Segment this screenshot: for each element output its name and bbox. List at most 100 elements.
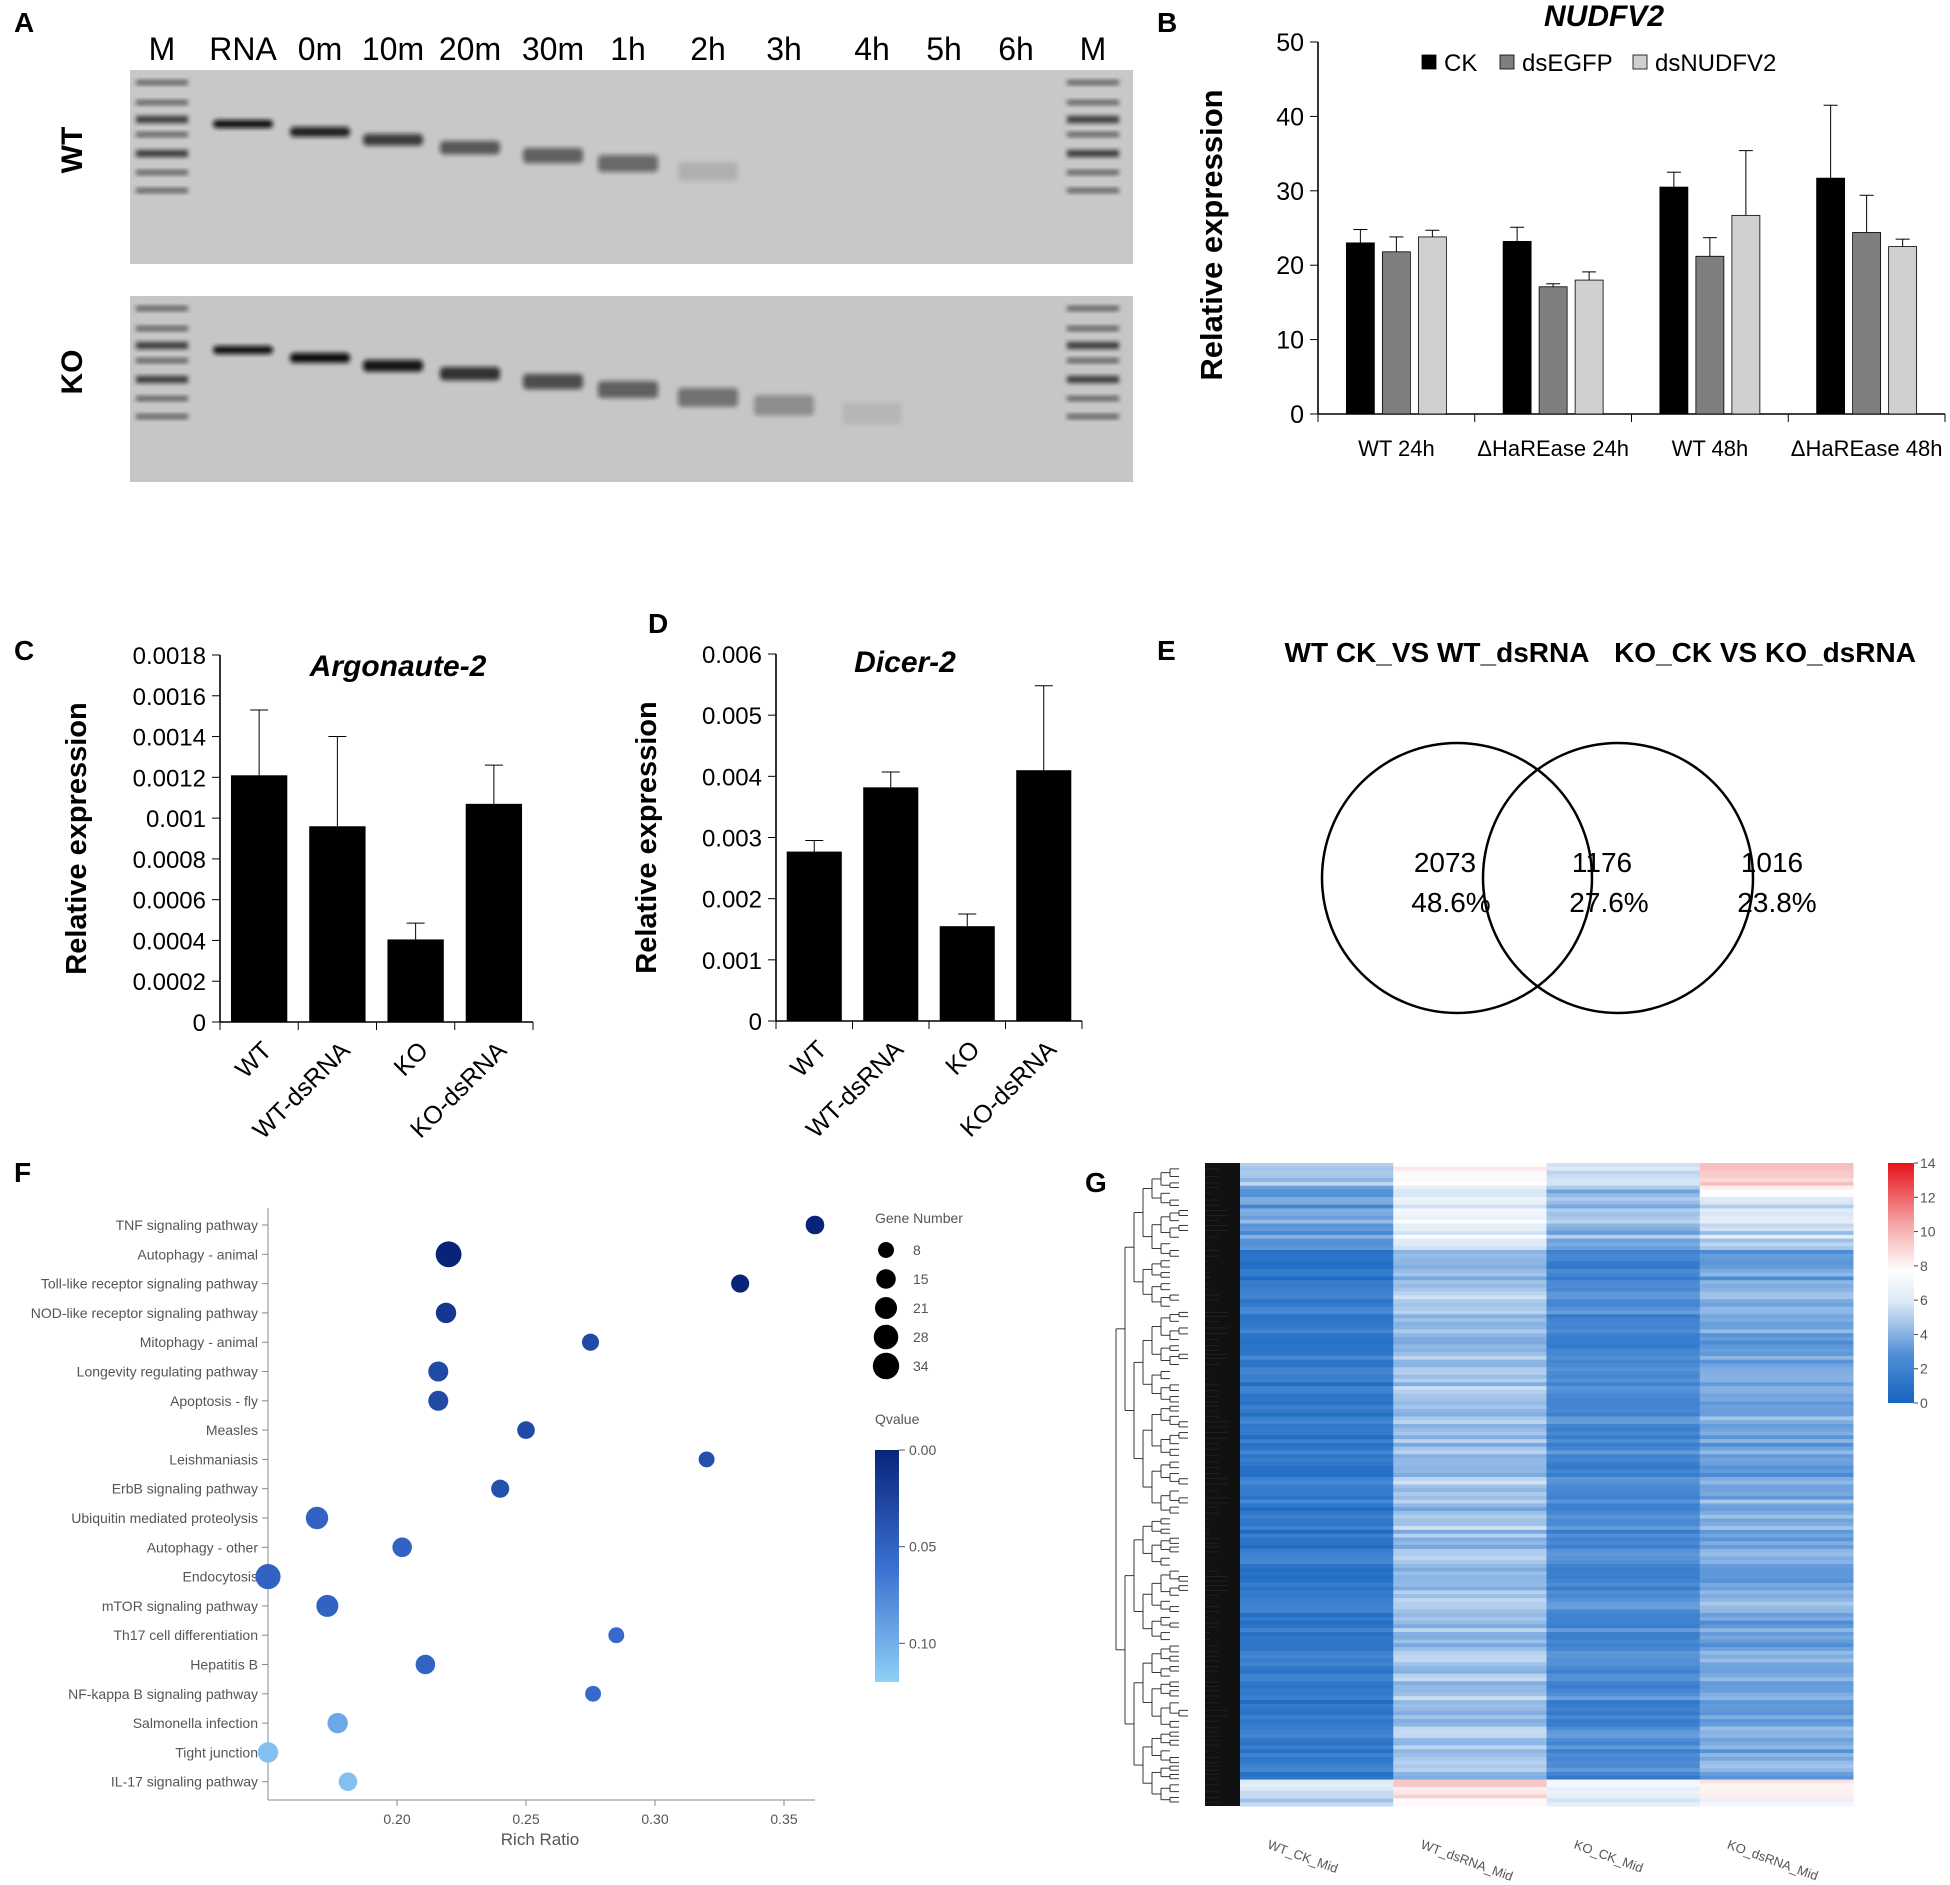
- heatmap-cell: [1546, 1666, 1701, 1671]
- heatmap-cell: [1546, 1605, 1701, 1610]
- heatmap-cell: [1240, 1412, 1394, 1417]
- heatmap-cell: [1240, 1510, 1394, 1516]
- heatmap-cell: [1393, 1189, 1547, 1194]
- heatmap-cell: [1240, 1265, 1394, 1270]
- heatmap-cell: [1240, 1310, 1394, 1315]
- panel-label-d: D: [648, 608, 668, 639]
- venn-left-circle: [1320, 741, 1594, 1015]
- heatmap-cell: [1240, 1771, 1394, 1777]
- heatmap-cell: [1546, 1253, 1701, 1259]
- heatmap-cell: [1546, 1461, 1701, 1467]
- heatmap-cell: [1240, 1601, 1394, 1607]
- ladder-band: [136, 100, 188, 105]
- heatmap-cell: [1699, 1280, 1854, 1285]
- heatmap-cell: [1546, 1560, 1701, 1565]
- heatmap-cell: [1393, 1510, 1547, 1516]
- heatmap-cell: [1699, 1567, 1854, 1572]
- heatmap-cell: [1699, 1556, 1854, 1561]
- heatmap-cell: [1546, 1703, 1701, 1709]
- heatmap-cell: [1699, 1423, 1854, 1429]
- heatmap-cell: [1240, 1276, 1394, 1281]
- heatmap-cell: [1546, 1427, 1701, 1433]
- heatmap-cell: [1546, 1193, 1701, 1198]
- heatmap-cell: [1393, 1616, 1547, 1622]
- heatmap-cell: [1240, 1219, 1394, 1225]
- ladder-band: [1067, 358, 1119, 363]
- heatmap-cell: [1699, 1571, 1854, 1576]
- heatmap-cell: [1240, 1215, 1394, 1221]
- bar: [1538, 286, 1568, 415]
- heatmap-cell: [1393, 1669, 1547, 1675]
- heatmap-cell: [1699, 1306, 1854, 1312]
- heatmap-cell: [1393, 1253, 1547, 1259]
- heatmap-cell: [1240, 1280, 1394, 1285]
- size-legend-title: Gene Number: [875, 1210, 963, 1226]
- heatmap-cell: [1393, 1291, 1547, 1296]
- heatmap-cell: [1393, 1219, 1547, 1225]
- y-tick-label: 0.002: [702, 887, 762, 914]
- heatmap-cell: [1393, 1431, 1547, 1436]
- chart-title: Dicer-2: [854, 646, 956, 679]
- x-tick-label: WT 24h: [1358, 436, 1435, 461]
- heatmap-cell: [1393, 1635, 1547, 1641]
- color-legend-bar: [875, 1450, 899, 1682]
- heatmap-cell: [1546, 1234, 1701, 1240]
- heatmap-cell: [1546, 1382, 1701, 1387]
- heatmap-cell: [1393, 1628, 1547, 1633]
- heatmap-cell: [1699, 1469, 1854, 1474]
- heatmap-cell: [1546, 1597, 1701, 1603]
- heatmap-cell: [1240, 1238, 1394, 1243]
- y-tick-label: 0: [193, 1010, 206, 1037]
- heatmap-cell: [1393, 1677, 1547, 1682]
- color-legend-label: 0.00: [909, 1442, 936, 1458]
- heatmap-cell: [1393, 1163, 1547, 1168]
- panel-label-f: F: [14, 1157, 31, 1188]
- ladder-band: [1067, 306, 1119, 311]
- heatmap-cell: [1393, 1299, 1547, 1304]
- y-axis-label: Relative expression: [631, 701, 663, 973]
- x-tick-label: WT: [230, 1036, 277, 1083]
- bubble: [698, 1451, 715, 1468]
- heatmap-cell: [1240, 1386, 1394, 1391]
- bubble: [517, 1421, 535, 1439]
- heatmap-cell: [1393, 1575, 1547, 1580]
- heatmap-cell: [1393, 1458, 1547, 1463]
- heatmap-cell: [1240, 1450, 1394, 1455]
- heatmap-cell: [1240, 1359, 1394, 1364]
- gel-band: [523, 374, 583, 390]
- heatmap-cell: [1240, 1454, 1394, 1459]
- heatmap-cell: [1699, 1552, 1854, 1557]
- heatmap-cell: [1546, 1681, 1701, 1686]
- heatmap-cell: [1393, 1397, 1547, 1402]
- venn-right-count: 1016: [1741, 847, 1803, 878]
- heatmap-cell: [1240, 1548, 1394, 1554]
- heatmap-cell: [1699, 1397, 1854, 1402]
- heatmap-cell: [1393, 1681, 1547, 1686]
- heatmap-cell: [1240, 1647, 1394, 1652]
- heatmap-cell: [1240, 1484, 1394, 1489]
- heatmap-cell: [1393, 1333, 1547, 1338]
- heatmap-cell: [1546, 1688, 1701, 1694]
- heatmap-cell: [1546, 1579, 1701, 1584]
- heatmap-cell: [1699, 1439, 1854, 1444]
- heatmap-cell: [1546, 1635, 1701, 1641]
- heatmap-cell: [1393, 1401, 1547, 1406]
- gel-band: [213, 120, 273, 128]
- heatmap-cell: [1546, 1711, 1701, 1716]
- heatmap-cell: [1699, 1367, 1854, 1372]
- heatmap-cell: [1546, 1367, 1701, 1372]
- heatmap-cell: [1240, 1249, 1394, 1255]
- bubble: [805, 1215, 825, 1235]
- heatmap-cell: [1240, 1643, 1394, 1648]
- heatmap-cell: [1546, 1692, 1701, 1697]
- heatmap-cell: [1699, 1287, 1854, 1293]
- heatmap-cell: [1393, 1227, 1547, 1232]
- heatmap-cell: [1546, 1439, 1701, 1444]
- heatmap-cell: [1699, 1382, 1854, 1387]
- heatmap-cell: [1546, 1204, 1701, 1209]
- heatmap-cell: [1240, 1492, 1394, 1497]
- gel-lane-label: M: [149, 31, 176, 67]
- ladder-band: [136, 306, 188, 311]
- y-tick-label: 0.0018: [133, 643, 206, 670]
- heatmap-cell: [1240, 1352, 1394, 1357]
